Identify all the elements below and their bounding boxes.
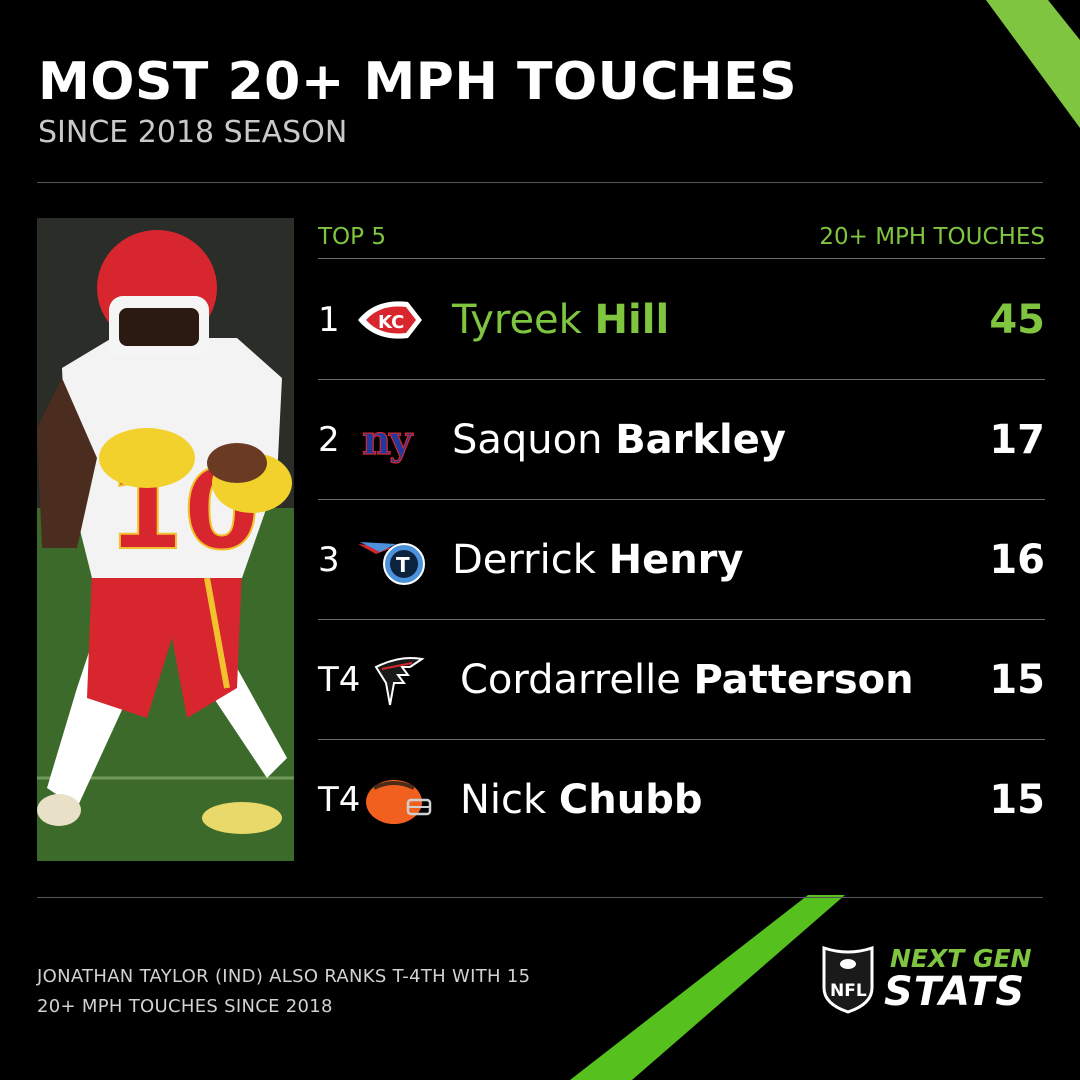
touches-value: 16 <box>989 537 1045 583</box>
touches-value: 17 <box>989 417 1045 463</box>
player-name: Cordarrelle Patterson <box>460 660 914 700</box>
giants-logo-icon: ny <box>361 416 416 464</box>
player-last-name: Chubb <box>558 777 703 823</box>
page-subtitle: SINCE 2018 SEASON <box>38 115 348 150</box>
rank-label: 1 <box>318 300 340 340</box>
row-divider <box>318 619 1045 620</box>
svg-text:T: T <box>396 553 410 577</box>
table-row: 2 ny Saquon Barkley 17 <box>318 380 1045 500</box>
accent-stripe-bottom <box>570 895 845 1080</box>
player-last-name: Hill <box>594 297 670 343</box>
table-row: 1 KC Tyreek Hill 45 <box>318 260 1045 380</box>
titans-logo-icon: T <box>358 542 425 585</box>
svg-text:ny: ny <box>362 417 414 464</box>
page-title: MOST 20+ MPH TOUCHES <box>38 52 798 112</box>
touches-value: 45 <box>989 297 1045 343</box>
accent-stripe-top <box>986 0 1080 128</box>
player-name: Tyreek Hill <box>452 300 669 340</box>
falcons-logo-icon <box>374 657 425 706</box>
column-header-rank: TOP 5 <box>318 224 386 250</box>
player-last-name: Barkley <box>615 417 786 463</box>
row-divider <box>318 499 1045 500</box>
player-first-name: Nick <box>460 777 547 823</box>
browns-logo-icon <box>366 780 432 824</box>
rank-label: T4 <box>318 780 361 820</box>
rank-label: 3 <box>318 540 340 580</box>
player-name: Saquon Barkley <box>452 420 786 460</box>
table-row: T4 Cordarrelle Patterson 15 <box>318 620 1045 740</box>
svg-text:KC: KC <box>378 312 404 333</box>
player-first-name: Tyreek <box>452 297 582 343</box>
table-row: T4 Nick Chubb 15 <box>318 740 1045 860</box>
svg-text:NFL: NFL <box>830 981 867 1001</box>
rank-label: 2 <box>318 420 340 460</box>
player-first-name: Saquon <box>452 417 603 463</box>
brand-line-2: STATS <box>884 969 1026 1015</box>
footnote-line: 20+ MPH TOUCHES SINCE 2018 <box>37 996 333 1017</box>
nfl-shield-icon: NFL <box>822 945 874 1014</box>
footer-divider <box>37 897 1043 898</box>
player-name: Nick Chubb <box>460 780 703 820</box>
player-last-name: Henry <box>608 537 744 583</box>
player-first-name: Derrick <box>452 537 596 583</box>
footnote-line: JONATHAN TAYLOR (IND) ALSO RANKS T-4TH W… <box>37 966 531 987</box>
table-row: 3 T Derrick Henry 16 <box>318 500 1045 620</box>
brand-line-1: NEXT GEN <box>890 944 1032 973</box>
table-header-divider <box>318 258 1045 259</box>
player-photo: 10 <box>37 218 294 861</box>
row-divider <box>318 739 1045 740</box>
player-last-name: Patterson <box>693 657 914 703</box>
next-gen-stats-logo: NFL NEXT GEN STATS <box>818 940 1048 1020</box>
column-header-value: 20+ MPH TOUCHES <box>819 224 1045 250</box>
header-divider <box>37 182 1043 183</box>
touches-value: 15 <box>989 777 1045 823</box>
chiefs-logo-icon: KC <box>358 301 422 339</box>
row-divider <box>318 379 1045 380</box>
player-name: Derrick Henry <box>452 540 743 580</box>
footnote: JONATHAN TAYLOR (IND) ALSO RANKS T-4TH W… <box>37 962 577 1022</box>
player-first-name: Cordarrelle <box>460 657 681 703</box>
touches-value: 15 <box>989 657 1045 703</box>
rank-label: T4 <box>318 660 361 700</box>
